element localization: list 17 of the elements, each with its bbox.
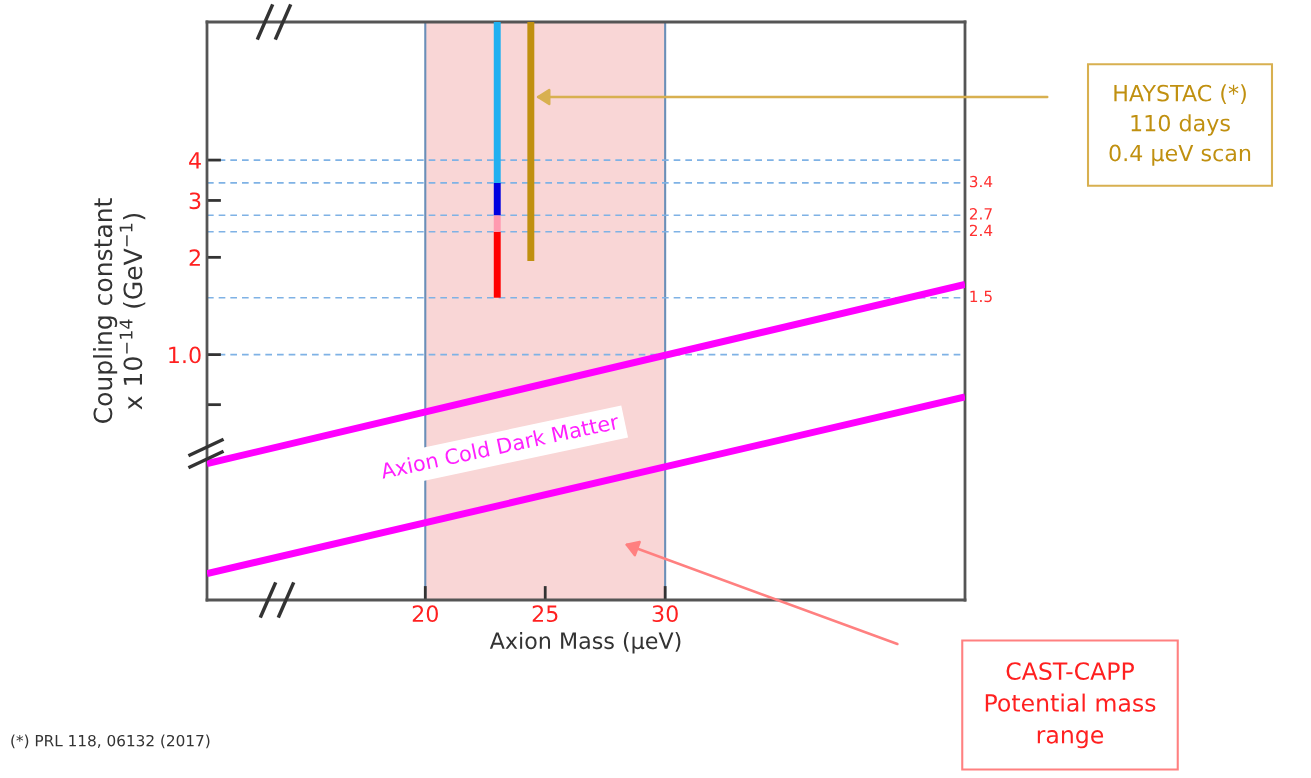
- annotation: Axion Cold Dark Matter: [379, 412, 620, 480]
- x-tick-label: 25: [532, 605, 558, 623]
- ref-line-label: 2.4: [969, 224, 993, 236]
- y-tick-label: 1.0: [169, 346, 201, 364]
- text: CAST-CAPP Potential mass range: [985, 662, 1156, 749]
- x-tick-label: 30: [652, 605, 678, 623]
- y-axis-title: Coupling constant x 10$^{−14}$ (GeV$^{−1}$): [93, 198, 146, 423]
- ref-line-label: 3.4: [969, 175, 993, 188]
- y-tick-label: 3: [189, 192, 201, 210]
- y-tick-label: 4: [189, 152, 201, 169]
- ref-line-label: 2.7: [969, 208, 992, 220]
- x-axis-title: Axion Mass (μeV): [489, 631, 681, 654]
- ref-line-label: 1.5: [970, 290, 992, 303]
- y-tick-label: 2: [189, 249, 200, 266]
- text: HAYSTAC (*) 110 days 0.4 μeV scan: [1109, 84, 1251, 166]
- text: (*) PRL 118, 06132 (2017): [11, 734, 210, 749]
- x-tick-label: 20: [412, 605, 438, 623]
